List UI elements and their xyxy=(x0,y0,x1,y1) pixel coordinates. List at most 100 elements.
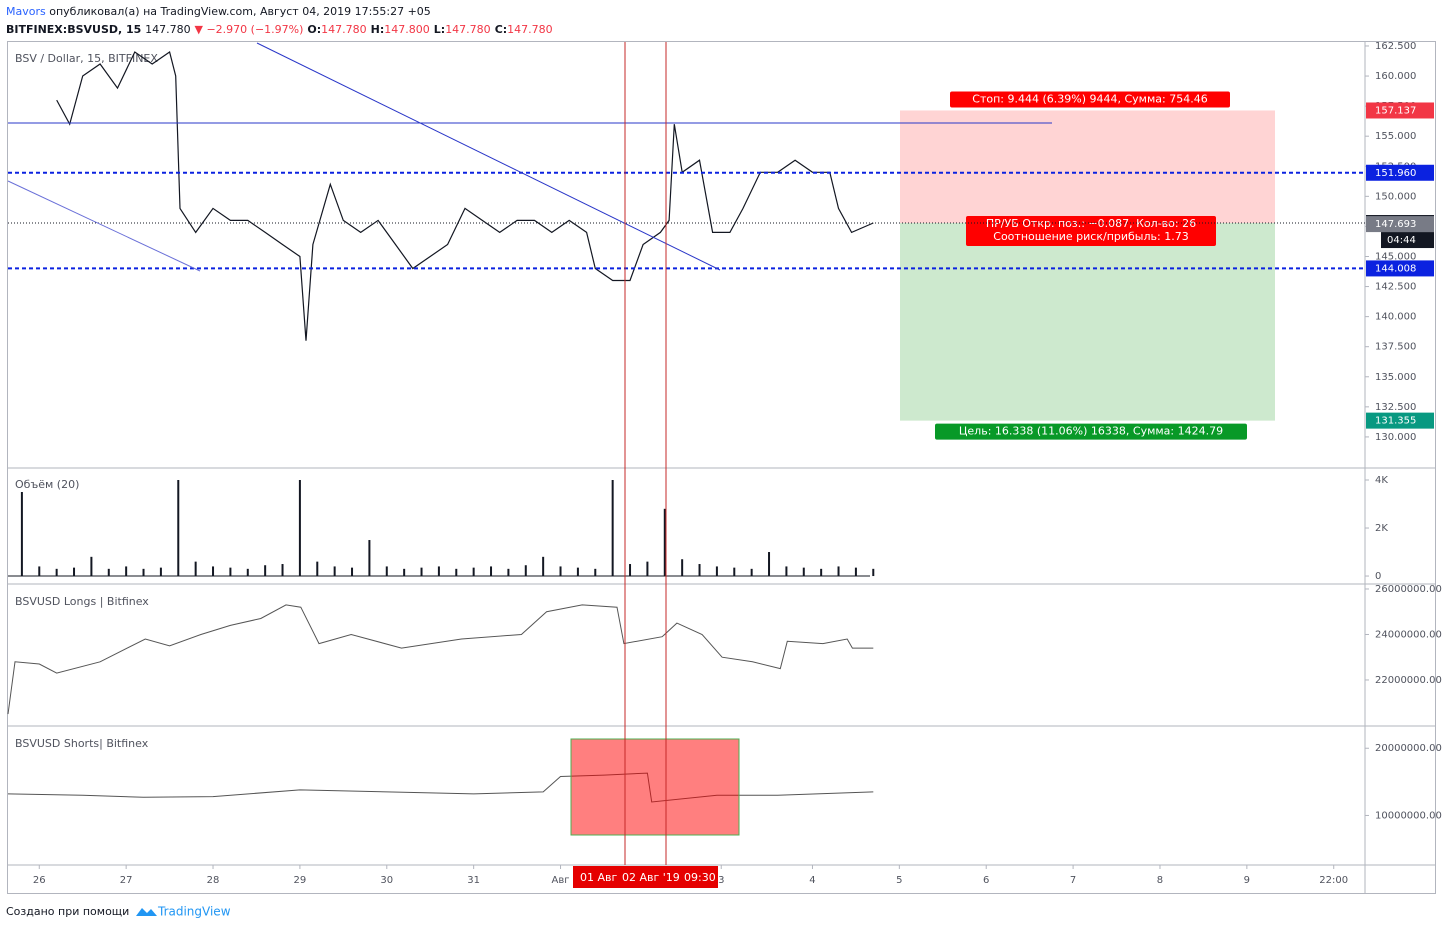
symbol-line: BITFINEX:BSVUSD, 15 147.780 ▼ −2.970 (−1… xyxy=(6,23,553,36)
ohlc-value: 147.780 xyxy=(507,23,553,36)
volume-bar xyxy=(455,568,458,577)
volume-bar xyxy=(403,568,406,577)
symbol: BITFINEX:BSVUSD, 15 xyxy=(6,23,141,36)
y-tick-label: 10000000.000 xyxy=(1375,810,1442,821)
stop-zone xyxy=(900,110,1275,224)
volume-bar xyxy=(820,568,823,577)
trend-line[interactable] xyxy=(256,42,721,271)
pane-title: BSVUSD Shorts| Bitfinex xyxy=(15,737,149,750)
x-tick-label: 28 xyxy=(207,875,220,886)
volume-bar xyxy=(785,566,788,577)
y-tick-label: 20000000.000 xyxy=(1375,743,1442,754)
y-tick-label: 137.500 xyxy=(1375,342,1416,353)
y-tick-label: 155.000 xyxy=(1375,131,1416,142)
x-tick-label: 6 xyxy=(983,875,989,886)
trend-line[interactable] xyxy=(7,180,201,272)
ohlc-value: 147.800 xyxy=(384,23,430,36)
price-label-box xyxy=(1366,102,1434,119)
volume-bar xyxy=(194,561,197,577)
y-tick-label: 0 xyxy=(1375,571,1381,582)
time-marker: 02 Авг '19 xyxy=(622,871,680,884)
y-tick-label: 130.000 xyxy=(1375,432,1416,443)
y-tick-label: 142.500 xyxy=(1375,282,1416,293)
price-label-box xyxy=(1366,164,1434,181)
ohlc-key: H: xyxy=(371,23,385,36)
stop-label: Стоп: 9.444 (6.39%) 9444, Сумма: 754.46 xyxy=(972,92,1207,105)
y-tick-label: 140.000 xyxy=(1375,312,1416,323)
volume-bar xyxy=(490,566,493,577)
volume-bar xyxy=(802,567,805,577)
volume-bar xyxy=(264,565,267,577)
volume-bar xyxy=(316,561,319,577)
volume-bar xyxy=(768,552,771,577)
x-tick-label: 7 xyxy=(1070,875,1076,886)
logo xyxy=(136,908,157,916)
price-label-box xyxy=(1366,260,1434,277)
y-tick-label: 26000000.000 xyxy=(1375,584,1442,595)
x-tick-label: 29 xyxy=(294,875,307,886)
y-tick-label: 135.000 xyxy=(1375,372,1416,383)
change: ▼ −2.970 (−1.97%) xyxy=(195,23,304,36)
volume-bar xyxy=(420,567,423,577)
price-label-box xyxy=(1366,216,1434,233)
footer-text: Создано при помощи xyxy=(6,905,129,918)
volume-bar xyxy=(646,561,649,577)
volume-bar xyxy=(298,480,301,577)
pane-title: BSV / Dollar, 15, BITFINEX xyxy=(15,52,158,65)
price-label: 144.008 xyxy=(1375,263,1416,274)
volume-bar xyxy=(837,566,840,577)
volume-bar xyxy=(559,566,562,577)
author[interactable]: Mavors xyxy=(6,5,46,18)
volume-bar xyxy=(229,567,232,577)
volume-bar xyxy=(212,566,215,577)
highlight-box[interactable] xyxy=(570,738,740,836)
y-tick-label: 24000000.000 xyxy=(1375,629,1442,640)
price-label: 131.355 xyxy=(1375,416,1416,427)
volume-bar xyxy=(20,492,23,577)
volume-bar xyxy=(542,556,545,577)
volume-bar xyxy=(281,564,284,577)
y-tick-label: 132.500 xyxy=(1375,402,1416,413)
x-tick-label: 26 xyxy=(33,875,46,886)
ohlc-key: C: xyxy=(495,23,507,36)
volume-bar xyxy=(437,566,440,577)
last: 147.780 xyxy=(145,23,191,36)
series-line xyxy=(7,604,874,715)
volume-bar xyxy=(611,480,614,577)
volume-bar xyxy=(159,567,162,577)
x-tick-label: 3 xyxy=(718,875,724,886)
series-line xyxy=(7,772,874,803)
x-tick-label: 27 xyxy=(120,875,133,886)
footer-brand[interactable]: TradingView xyxy=(157,905,231,919)
ohlc: O:147.780 H:147.800 L:147.780 C:147.780 xyxy=(307,23,552,36)
x-tick-label: 8 xyxy=(1157,875,1163,886)
target-label: Цель: 16.338 (11.06%) 16338, Сумма: 1424… xyxy=(959,425,1223,438)
volume-bar xyxy=(750,568,753,577)
volume-bar xyxy=(594,568,597,577)
x-tick-label: 31 xyxy=(467,875,480,886)
volume-bar xyxy=(73,567,76,577)
ohlc-value: 147.780 xyxy=(321,23,367,36)
volume-bar xyxy=(524,565,527,577)
ohlc-value: 147.780 xyxy=(445,23,491,36)
time-marker: 09:30 xyxy=(684,871,716,884)
ratio-label: Соотношение риск/прибыль: 1.73 xyxy=(993,230,1188,243)
volume-bar xyxy=(368,540,371,577)
volume-bar xyxy=(854,567,857,577)
frame xyxy=(7,41,1436,894)
volume-bar xyxy=(629,564,632,577)
volume-bar xyxy=(872,568,875,577)
volume-bar xyxy=(90,556,93,577)
volume-bar xyxy=(333,566,336,577)
stop-label-box xyxy=(950,91,1230,108)
countdown: 04:44 xyxy=(1387,235,1416,246)
volume-bar xyxy=(385,566,388,577)
volume-bar xyxy=(55,568,58,577)
y-tick-label: 4K xyxy=(1375,475,1388,486)
price-label-box xyxy=(1366,412,1434,429)
ohlc-key: L: xyxy=(434,23,445,36)
x-tick-label: 5 xyxy=(896,875,902,886)
volume-bar xyxy=(507,568,510,577)
pane-title: BSVUSD Longs | Bitfinex xyxy=(15,595,149,608)
